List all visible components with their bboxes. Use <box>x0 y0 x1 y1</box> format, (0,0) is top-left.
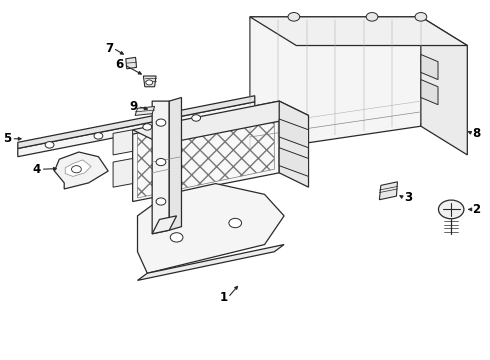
Polygon shape <box>113 130 133 155</box>
Polygon shape <box>421 80 438 105</box>
Polygon shape <box>279 101 309 187</box>
Text: 5: 5 <box>3 132 11 145</box>
Polygon shape <box>133 101 279 202</box>
Polygon shape <box>126 57 137 69</box>
Text: 4: 4 <box>32 163 41 176</box>
Circle shape <box>45 141 54 148</box>
Polygon shape <box>65 160 91 176</box>
Polygon shape <box>135 107 155 116</box>
Polygon shape <box>113 158 133 187</box>
Circle shape <box>72 166 81 173</box>
Polygon shape <box>133 101 309 144</box>
Polygon shape <box>421 17 467 155</box>
Polygon shape <box>152 101 169 234</box>
Circle shape <box>170 233 183 242</box>
Circle shape <box>415 13 427 21</box>
Polygon shape <box>152 216 176 234</box>
Text: 2: 2 <box>472 203 480 216</box>
Text: 9: 9 <box>129 100 138 113</box>
Polygon shape <box>18 96 255 148</box>
Text: 7: 7 <box>105 41 113 54</box>
Polygon shape <box>279 119 309 148</box>
Circle shape <box>366 13 378 21</box>
Polygon shape <box>138 184 284 273</box>
Circle shape <box>288 13 300 21</box>
Polygon shape <box>169 98 181 230</box>
Circle shape <box>439 200 464 219</box>
Text: 8: 8 <box>472 127 481 140</box>
Circle shape <box>146 80 153 85</box>
Polygon shape <box>250 17 421 151</box>
Text: 6: 6 <box>116 58 124 71</box>
Circle shape <box>229 219 242 228</box>
Polygon shape <box>421 54 438 80</box>
Circle shape <box>192 115 200 121</box>
Polygon shape <box>54 152 108 189</box>
Circle shape <box>94 133 103 139</box>
Circle shape <box>156 119 166 126</box>
Circle shape <box>156 158 166 166</box>
Polygon shape <box>279 148 309 176</box>
Circle shape <box>156 198 166 205</box>
Polygon shape <box>18 102 255 157</box>
Text: 3: 3 <box>404 192 412 204</box>
Polygon shape <box>144 76 156 87</box>
Polygon shape <box>379 182 397 200</box>
Polygon shape <box>250 17 467 45</box>
Polygon shape <box>138 244 284 280</box>
Text: 1: 1 <box>220 291 228 304</box>
Circle shape <box>143 124 152 130</box>
